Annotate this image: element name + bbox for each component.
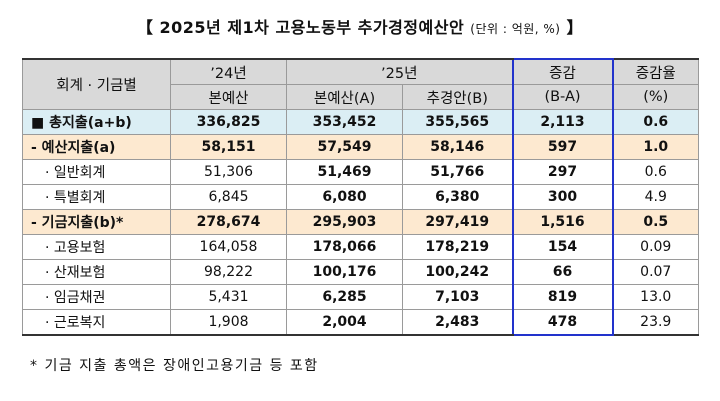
table-row: · 특별회계 6,845 6,080 6,380 300 4.9 [22,184,699,210]
cell-2025-supplementary: 6,380 [402,184,513,210]
cell-change: 300 [511,184,614,210]
table-row: - 예산지출(a) 58,151 57,549 58,146 597 1.0 [22,134,699,160]
cell-2025-supplementary: 51,766 [402,159,513,185]
cell-change-rate: 1.0 [612,134,699,160]
header-rate-sub: (%) [612,84,699,110]
cell-2025-supplementary: 178,219 [402,234,513,260]
table-row: · 근로복지 1,908 2,004 2,483 478 23.9 [22,309,699,336]
table-row: · 임금채권 5,431 6,285 7,103 819 13.0 [22,284,699,310]
cell-2024-budget: 51,306 [170,159,287,185]
cell-change-rate: 0.6 [612,159,699,185]
cell-2025-budget: 295,903 [286,209,403,235]
cell-2024-budget: 336,825 [170,109,287,135]
cell-2024-budget: 58,151 [170,134,287,160]
header-year24: ’24년 [170,58,287,85]
cell-2025-budget: 178,066 [286,234,403,260]
table-body: ■ 총지출(a+b) 336,825 353,452 355,565 2,113 0.6-… [22,109,699,336]
cell-change-rate: 0.07 [612,259,699,285]
cell-change: 819 [511,284,614,310]
cell-2025-budget: 57,549 [286,134,403,160]
title-text: 2025년 제1차 고용노동부 추가경정예산안 [159,18,465,37]
cell-2024-budget: 1,908 [170,309,287,336]
document-title: 【 2025년 제1차 고용노동부 추가경정예산안 (단위 : 억원, %) 】 [0,14,720,38]
table-row: · 산재보험 98,222 100,176 100,242 66 0.07 [22,259,699,285]
row-label: · 임금채권 [22,284,171,310]
row-label: · 산재보험 [22,259,171,285]
cell-2025-supplementary: 7,103 [402,284,513,310]
cell-2025-budget: 6,080 [286,184,403,210]
cell-2024-budget: 278,674 [170,209,287,235]
header-year25-sub-b: 추경안(B) [402,84,513,110]
row-label: · 근로복지 [22,309,171,336]
table-row: ■ 총지출(a+b) 336,825 353,452 355,565 2,113 0.6 [22,109,699,135]
table-row: · 고용보험 164,058 178,066 178,219 154 0.09 [22,234,699,260]
cell-2024-budget: 164,058 [170,234,287,260]
row-label: - 기금지출(b)* [22,209,171,235]
header-year25-sub-a: 본예산(A) [286,84,403,110]
cell-change: 2,113 [511,109,614,135]
header-year24-sub: 본예산 [170,84,287,110]
cell-2024-budget: 98,222 [170,259,287,285]
cell-2025-budget: 51,469 [286,159,403,185]
cell-2025-budget: 6,285 [286,284,403,310]
cell-2025-supplementary: 2,483 [402,309,513,336]
title-bracket-right: 】 [566,18,584,37]
title-unit: (단위 : 억원, %) [470,22,561,36]
cell-2025-supplementary: 100,242 [402,259,513,285]
cell-change: 597 [511,134,614,160]
cell-2025-supplementary: 58,146 [402,134,513,160]
cell-change: 297 [511,159,614,185]
budget-table: 회계 · 기금별 ’24년 ’25년 증감 증감율 본예산 본예산(A) 추경안… [22,58,699,336]
row-label: ■ 총지출(a+b) [22,109,171,135]
cell-change: 1,516 [511,209,614,235]
footnote: * 기금 지출 총액은 장애인고용기금 등 포함 [30,358,319,374]
row-label: · 고용보험 [22,234,171,260]
cell-2025-budget: 2,004 [286,309,403,336]
header-category: 회계 · 기금별 [22,58,171,110]
cell-2025-supplementary: 355,565 [402,109,513,135]
cell-change: 66 [511,259,614,285]
table-row: - 기금지출(b)* 278,674 295,903 297,419 1,516 0.5 [22,209,699,235]
row-label: - 예산지출(a) [22,134,171,160]
cell-change-rate: 0.6 [612,109,699,135]
cell-2025-budget: 100,176 [286,259,403,285]
header-rate: 증감율 [612,58,699,85]
title-bracket-left: 【 [136,18,154,37]
row-label: · 일반회계 [22,159,171,185]
cell-2025-supplementary: 297,419 [402,209,513,235]
cell-change-rate: 4.9 [612,184,699,210]
header-year25: ’25년 [286,58,513,85]
cell-change-rate: 23.9 [612,309,699,336]
budget-table-wrapper: 회계 · 기금별 ’24년 ’25년 증감 증감율 본예산 본예산(A) 추경안… [22,58,699,336]
cell-change-rate: 13.0 [612,284,699,310]
row-label: · 특별회계 [22,184,171,210]
cell-change-rate: 0.5 [612,209,699,235]
cell-change-rate: 0.09 [612,234,699,260]
header-change-sub: (B-A) [511,84,614,110]
header-change: 증감 [511,58,614,85]
cell-2025-budget: 353,452 [286,109,403,135]
cell-change: 478 [511,309,614,336]
cell-2024-budget: 5,431 [170,284,287,310]
cell-change: 154 [511,234,614,260]
cell-2024-budget: 6,845 [170,184,287,210]
table-row: · 일반회계 51,306 51,469 51,766 297 0.6 [22,159,699,185]
